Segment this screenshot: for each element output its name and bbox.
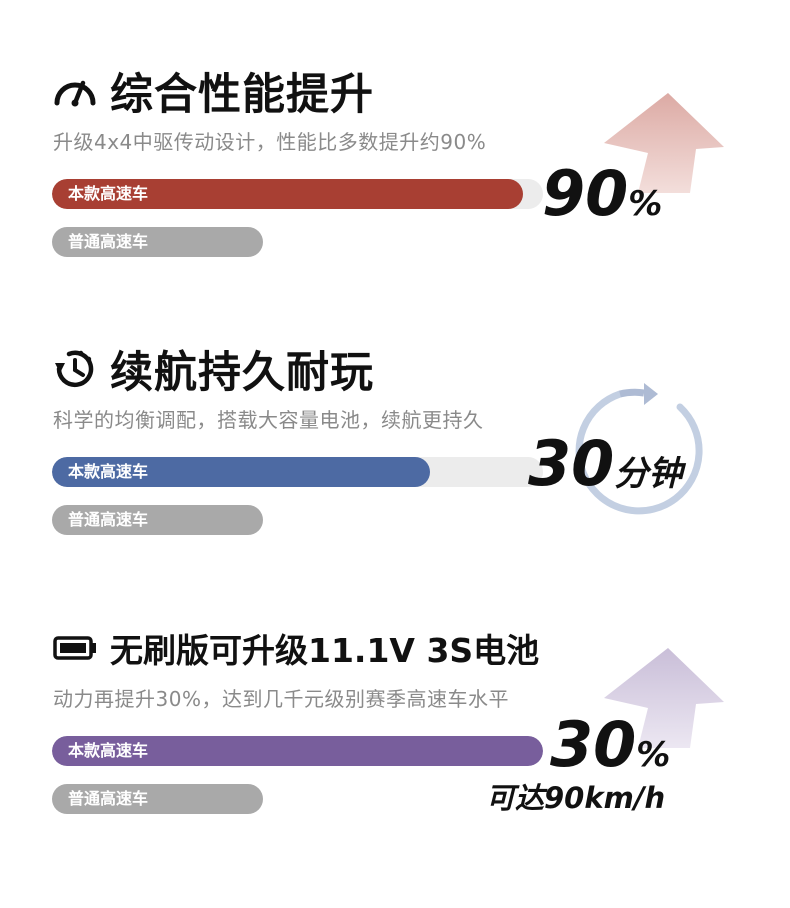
- stat-value: 30分钟: [528, 427, 682, 500]
- stat-extra: 可达90km/h: [486, 781, 666, 815]
- section-subtitle: 升级4x4中驱传动设计，性能比多数提升约90%: [53, 130, 487, 154]
- section-title: 无刷版可升级11.1V 3S电池: [110, 631, 540, 670]
- stat-unit: %: [628, 184, 663, 224]
- this-model-label: 本款高速车: [68, 741, 149, 760]
- section-title-row: 续航持久耐玩: [52, 341, 374, 398]
- this-model-bar-track: 本款高速车: [52, 179, 543, 209]
- regular-model-label: 普通高速车: [68, 510, 149, 529]
- section-subtitle: 动力再提升30%，达到几千元级别赛季高速车水平: [53, 687, 509, 711]
- regular-model-bar: 普通高速车: [52, 784, 263, 814]
- section-battery-upgrade: 无刷版可升级11.1V 3S电池 动力再提升30%，达到几千元级别赛季高速车水平…: [0, 612, 790, 892]
- section-performance: 综合性能提升 升级4x4中驱传动设计，性能比多数提升约90% 本款高速车 普通高…: [0, 55, 790, 335]
- section-title-row: 综合性能提升: [52, 63, 374, 120]
- section-title: 续航持久耐玩: [110, 348, 374, 398]
- this-model-bar: [52, 457, 430, 487]
- stat-block: 90%: [484, 55, 734, 335]
- stat-unit: %: [636, 735, 671, 775]
- this-model-bar: [52, 736, 543, 766]
- this-model-bar: [52, 179, 523, 209]
- section-subtitle: 科学的均衡调配，搭载大容量电池，续航更持久: [53, 408, 484, 432]
- circular-arrow-graphic: [575, 383, 703, 515]
- stat-block: 30% 可达90km/h: [484, 612, 734, 892]
- regular-model-label: 普通高速车: [68, 232, 149, 251]
- this-model-label: 本款高速车: [68, 462, 149, 481]
- section-title: 综合性能提升: [110, 70, 374, 120]
- stat-number: 90: [542, 157, 629, 230]
- up-arrow-graphic: [604, 93, 724, 193]
- stat-value: 90%: [542, 157, 662, 230]
- up-arrow-graphic: [604, 648, 724, 748]
- regular-model-bar: 普通高速车: [52, 505, 263, 535]
- stat-value: 30%: [550, 708, 670, 781]
- clock-icon: [52, 346, 98, 392]
- this-model-bar-track: 本款高速车: [52, 736, 543, 766]
- regular-model-bar: 普通高速车: [52, 227, 263, 257]
- section-title-row: 无刷版可升级11.1V 3S电池: [52, 620, 539, 676]
- this-model-label: 本款高速车: [68, 184, 149, 203]
- stat-block: 30分钟: [484, 333, 734, 613]
- regular-model-label: 普通高速车: [68, 789, 149, 808]
- battery-icon: [52, 625, 98, 671]
- stat-unit: 分钟: [614, 454, 683, 494]
- this-model-bar-track: 本款高速车: [52, 457, 543, 487]
- stat-number: 30: [528, 427, 615, 500]
- speedometer-icon: [52, 68, 98, 114]
- section-endurance: 续航持久耐玩 科学的均衡调配，搭载大容量电池，续航更持久 本款高速车 普通高速车…: [0, 333, 790, 613]
- stat-number: 30: [550, 708, 637, 781]
